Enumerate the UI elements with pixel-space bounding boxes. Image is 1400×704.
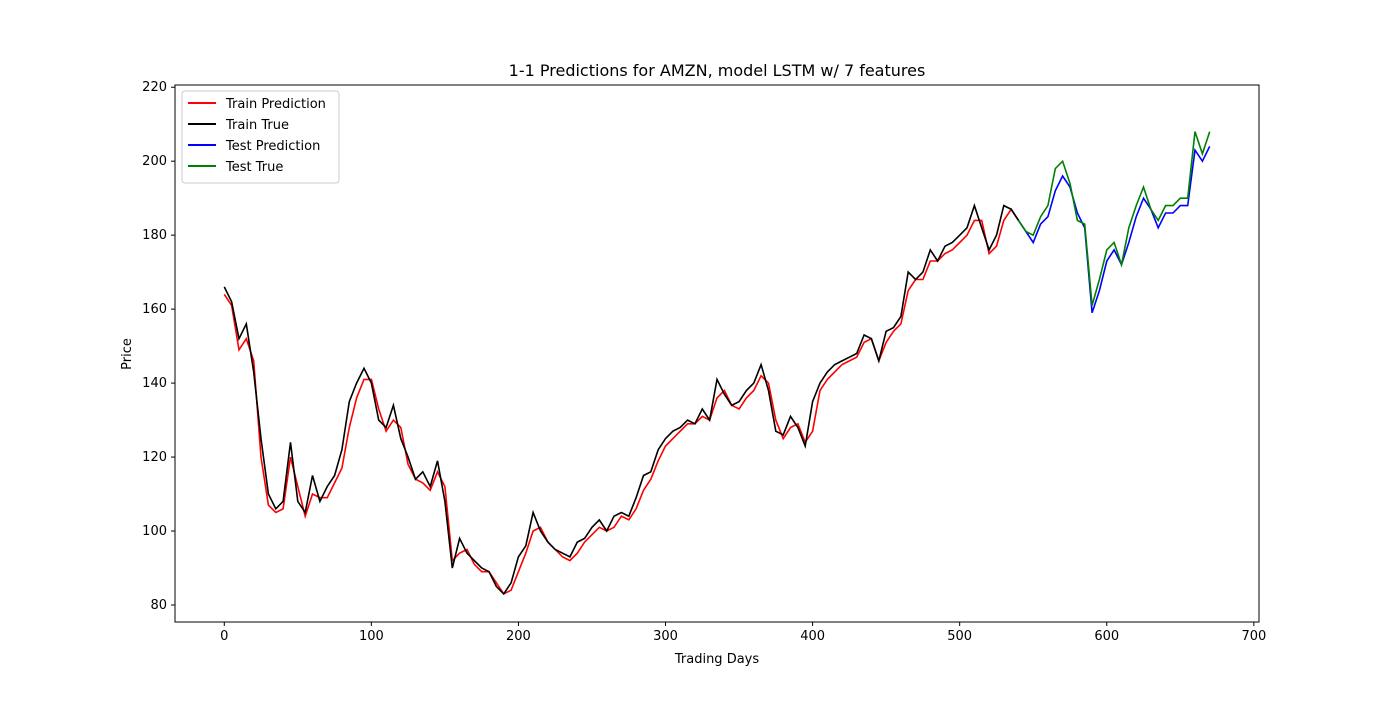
y-tick-label: 160 <box>142 302 167 317</box>
y-tick-label: 200 <box>142 154 167 169</box>
legend-label: Test True <box>225 160 283 175</box>
x-tick-label: 700 <box>1241 629 1266 644</box>
legend-label: Train Prediction <box>225 97 326 112</box>
x-tick-label: 400 <box>800 629 825 644</box>
y-tick-label: 120 <box>142 450 167 465</box>
x-tick-label: 300 <box>653 629 678 644</box>
chart-title: 1-1 Predictions for AMZN, model LSTM w/ … <box>509 61 926 80</box>
y-tick-label: 80 <box>150 598 167 613</box>
legend: Train Prediction Train True Test Predictio… <box>181 90 340 184</box>
plot-frame <box>174 84 1260 623</box>
line-series <box>1017 131 1211 306</box>
x-tick-label: 500 <box>947 629 972 644</box>
x-tick-label: 600 <box>1094 629 1119 644</box>
legend-box <box>181 90 340 184</box>
y-tick-label: 100 <box>142 524 167 539</box>
legend-label: Train True <box>225 118 289 133</box>
y-axis-label: Price <box>120 338 135 370</box>
x-axis-label: Trading Days <box>674 652 759 667</box>
line-series <box>1017 146 1211 314</box>
y-tick-label: 220 <box>142 80 167 95</box>
y-tick-label: 180 <box>142 228 167 243</box>
x-tick-label: 0 <box>220 629 228 644</box>
legend-label: Test Prediction <box>225 139 320 154</box>
line-series <box>223 207 1020 595</box>
x-tick-label: 100 <box>359 629 384 644</box>
x-tick-label: 200 <box>506 629 531 644</box>
y-tick-label: 140 <box>142 376 167 391</box>
line-series <box>223 203 1020 596</box>
